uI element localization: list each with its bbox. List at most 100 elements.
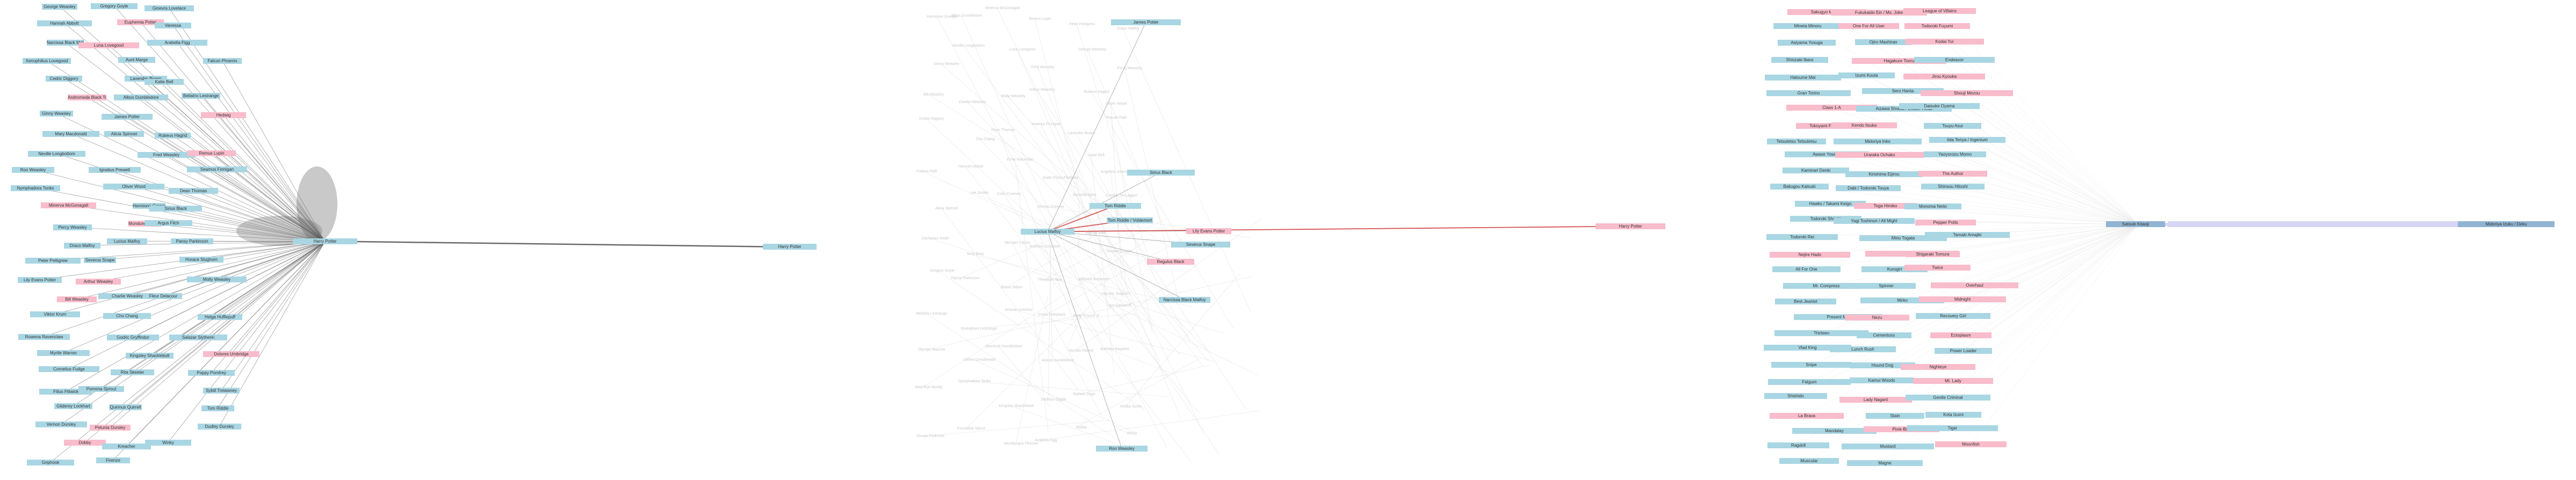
character-node[interactable]: All For One	[1772, 266, 1841, 272]
faint-node[interactable]: Oliver Wood	[1106, 102, 1127, 106]
character-node[interactable]: Thirteen	[1774, 330, 1868, 336]
faint-node[interactable]: Cedric Diggory	[919, 117, 944, 121]
character-node[interactable]: Nezu	[1845, 315, 1909, 321]
character-node[interactable]: Tokoyami Fumikage	[1796, 123, 1861, 129]
faint-node[interactable]: Hannah Abbott	[958, 165, 984, 169]
character-node[interactable]: Tsuyu Asui	[1924, 123, 1981, 129]
character-node[interactable]: Peter Pettigrew	[25, 258, 81, 264]
character-node[interactable]: Lily Evans Potter	[18, 277, 62, 283]
character-node[interactable]: Lady Nagant	[1839, 397, 1912, 403]
faint-node[interactable]: Cho Chang	[976, 137, 995, 141]
character-node[interactable]: Iida Tenya / Ingenium	[1929, 137, 2005, 143]
character-node[interactable]: Tamaki Amajiki	[1925, 232, 2010, 238]
faint-node[interactable]: Katie Bell	[1088, 154, 1105, 157]
character-node[interactable]: Yaoyorozu Momo	[1924, 151, 1986, 157]
faint-node[interactable]: Arabella Figg	[1035, 439, 1057, 442]
far-node[interactable]: Midoriya Izuku / Deku	[2458, 221, 2555, 227]
character-node[interactable]: Endeavor	[1914, 57, 1995, 63]
faint-node[interactable]: Blaise Zabini	[1000, 286, 1023, 289]
character-node[interactable]: La Brava	[1770, 413, 1844, 419]
character-node[interactable]: Seamus Finnigan	[187, 166, 247, 172]
character-node[interactable]: Snipe	[1771, 362, 1851, 368]
character-node[interactable]: Falcon Phoenix	[203, 58, 242, 64]
character-node[interactable]: Kodai Yui	[1905, 39, 1984, 45]
character-node[interactable]: Gentle Criminal	[1906, 395, 1990, 401]
character-node[interactable]: Fred Weasley	[138, 152, 195, 158]
faint-node[interactable]: Bill Weasley	[923, 93, 944, 97]
character-node[interactable]: Ectoplasm	[1930, 332, 1991, 338]
faint-node[interactable]: Charlie Weasley	[958, 100, 986, 104]
faint-node[interactable]: Barty Crouch Jr	[1073, 314, 1100, 318]
faint-node[interactable]: Albus Dumbledore	[951, 14, 982, 18]
character-node[interactable]: Arthur Weasley	[76, 279, 121, 285]
character-node[interactable]: Cho Chang	[103, 313, 151, 319]
faint-node[interactable]: Mundungus Fletcher	[1004, 442, 1038, 446]
character-node[interactable]: League of Villains	[1903, 8, 1976, 14]
faint-node[interactable]: Gregory Goyle	[930, 269, 955, 273]
character-node[interactable]: Hatsume Mei	[1765, 75, 1841, 81]
far-node[interactable]: Harry Potter	[1596, 223, 1665, 229]
character-node[interactable]: Petunia Dursley	[90, 425, 131, 431]
character-node[interactable]: Pixie-Bob	[1864, 426, 1939, 432]
character-node[interactable]: Ragdoll	[1767, 442, 1829, 448]
character-node[interactable]: Kirishima Eijirou	[1845, 171, 1923, 177]
faint-node[interactable]: Emmeline Vance	[957, 427, 986, 431]
faint-node[interactable]: Dennis Creevey	[1037, 205, 1064, 209]
character-node[interactable]: Filius Flitwick	[39, 389, 92, 395]
character-node[interactable]: Euphemia Potter	[117, 19, 164, 25]
faint-node[interactable]: Lavender Brown	[1067, 132, 1095, 135]
character-node[interactable]: Lucius Malfoy	[107, 238, 147, 244]
faint-node[interactable]: Nymphadora Tonks	[958, 380, 991, 383]
character-node[interactable]: Vanessa	[155, 23, 191, 28]
character-node[interactable]: Tom Riddle / Voldemort	[1107, 217, 1153, 223]
character-node[interactable]: Sakugyo Mikado	[1787, 9, 1866, 15]
character-node[interactable]: Tetsutetsu Tetsutetsu	[1767, 139, 1826, 144]
character-node[interactable]: Toga Himiko	[1854, 203, 1917, 209]
character-node[interactable]: Vernon Dursley	[35, 421, 87, 427]
character-node[interactable]: Poppy Pomfrey	[188, 370, 235, 376]
character-node[interactable]: Xenophilius Lovegood	[23, 58, 71, 64]
character-node[interactable]: Dabi / Todoroki Touya	[1836, 185, 1901, 191]
character-node[interactable]: Andromeda Black Tonks	[68, 94, 106, 100]
character-node[interactable]: Shiozaki Ibara	[1771, 57, 1828, 63]
character-node[interactable]: Helga Hufflepuff	[198, 314, 242, 320]
faint-node[interactable]: Padma Patil	[917, 170, 937, 173]
character-node[interactable]: Awase Yosetsu	[1785, 151, 1870, 157]
faint-node[interactable]: Dedalus Diggle	[1041, 398, 1066, 402]
character-node[interactable]: Argus Filch	[145, 220, 192, 226]
character-node[interactable]: Tiger	[1907, 425, 1998, 431]
character-node[interactable]: Minerva McGonagall	[41, 202, 96, 208]
faint-node[interactable]: Draco Malfoy	[1117, 27, 1139, 31]
character-node[interactable]: Jirou Kyouka	[1903, 74, 1985, 79]
character-node[interactable]: Lavender Brown	[125, 76, 167, 82]
character-node[interactable]: Class 1-A	[1786, 105, 1877, 111]
character-node[interactable]: Asiyama Yosuga	[1778, 40, 1836, 46]
faint-node[interactable]: Seamus Finnigan	[1031, 122, 1061, 126]
character-node[interactable]: Mirko	[1860, 297, 1944, 303]
faint-node[interactable]: Aberforth Dumbledore	[985, 345, 1022, 348]
faint-node[interactable]: Fenrir Greyback	[1038, 313, 1066, 317]
character-node[interactable]: Narcissa Black Malfoy	[1159, 297, 1210, 303]
faint-node[interactable]: Ginny Weasley	[934, 62, 959, 66]
character-node[interactable]: Luna Lovegood	[78, 42, 139, 48]
character-node[interactable]: Yagi Toshinori / All Might	[1834, 218, 1915, 224]
character-node[interactable]: Salazar Slytherin	[169, 334, 227, 340]
character-node[interactable]: Gran Torino	[1766, 90, 1851, 96]
character-node[interactable]: Gregory Goyle	[91, 3, 138, 9]
character-node[interactable]: Gilderoy Lockhart	[54, 403, 92, 409]
faint-node[interactable]: Igor Karkaroff	[1108, 304, 1131, 308]
character-node[interactable]: Rita Skeeter	[111, 369, 154, 375]
character-node[interactable]: Albus Dumbledore	[114, 94, 168, 100]
character-node[interactable]: Kaminari Denki	[1783, 168, 1849, 173]
character-node[interactable]: Regulus Black	[1147, 259, 1194, 265]
faint-node[interactable]: Nicolas Flamel	[1069, 349, 1093, 353]
character-node[interactable]: Kamui Woods	[1850, 377, 1914, 383]
faint-node[interactable]: Percy Weasley	[1117, 67, 1143, 70]
faint-node[interactable]: Gellert Grindelwald	[963, 358, 995, 362]
character-node[interactable]: Hound Dog	[1850, 362, 1915, 368]
character-node[interactable]: Shigaraki Tomura	[1906, 251, 1960, 257]
character-node[interactable]: Cementoss	[1857, 332, 1911, 338]
character-node[interactable]: Mr. Compress	[1783, 283, 1870, 289]
character-node[interactable]: Daisuke Oyama	[1899, 103, 1980, 109]
character-node[interactable]: Cornelius Fudge	[39, 366, 99, 372]
